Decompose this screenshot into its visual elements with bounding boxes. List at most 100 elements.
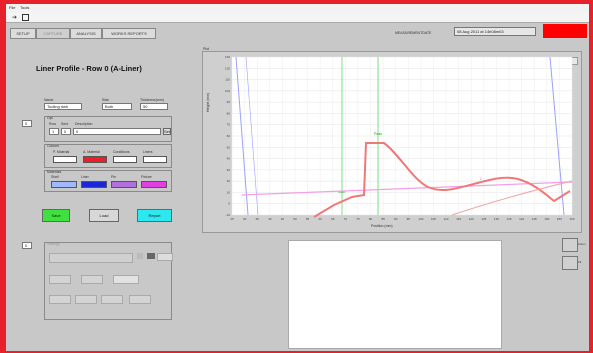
side-label: Side [102,98,110,102]
stop-icon[interactable] [22,14,29,21]
y-tick-label: 130 [225,55,230,59]
settings-field-f[interactable] [101,295,123,304]
x-tick-label: 80 [369,217,373,221]
fixture-colour[interactable] [141,181,167,188]
settings-field-d[interactable] [49,295,71,304]
liners-colour[interactable] [143,156,167,163]
row-sublabel: Row [49,122,57,126]
a-material-colour[interactable] [83,156,107,163]
run-arrow-icon[interactable]: ➔ [12,15,18,21]
liner-sublabel: Liner [81,175,89,179]
load-button[interactable]: Load [89,209,119,222]
y-tick-label: 50 [227,145,231,149]
y-tick-label: 60 [227,134,231,138]
x-tick-label: 60 [318,217,322,221]
liner-profile-title: Liner Profile - Row 0 (A-Liner) [36,64,142,73]
sect-sublabel: Sect [61,122,69,126]
settings-field-e[interactable] [75,295,97,304]
settings-dropdown[interactable] [49,253,133,263]
left-boundary-line [235,56,249,216]
zoom-label: Zoom [578,242,586,246]
p-material-colour[interactable] [53,156,77,163]
report-button[interactable]: Report [137,209,172,222]
settings-index-field[interactable]: 0 [22,242,32,249]
settings-field-b[interactable] [81,275,103,284]
liners-sublabel: Liners [143,150,153,154]
set-button[interactable]: Set [163,128,171,135]
x-tick-label: 50 [293,217,297,221]
shell-sublabel: Shell [51,175,59,179]
settings-led [147,253,155,259]
materials-group-label: Materials [47,170,62,174]
x-tick-label: 70 [344,217,348,221]
save-button[interactable]: Save [42,209,70,222]
conditions-colour[interactable] [113,156,137,163]
tab-setup[interactable]: SETUP [10,28,36,39]
description-field[interactable]: 0 [73,128,161,135]
options-group-label: Opt [47,116,53,120]
x-tick-label: 30 [243,217,247,221]
options-group: Opt Row Sect Description 1 0 0 Set [44,116,172,142]
row-field[interactable]: 1 [49,128,59,135]
sect-field[interactable]: 0 [61,128,71,135]
y-tick-label: -10 [226,213,231,217]
y-tick-label: 20 [227,179,231,183]
shell-colour[interactable] [51,181,77,188]
name-label: Name [44,98,54,102]
measurement-date-field: 08 Aug 2011 at 14h08m03 [454,27,536,36]
y-tick-label: 80 [227,111,231,115]
y-tick-label: 40 [227,157,231,161]
zoom-control[interactable] [562,238,578,252]
y-tick-label: 0 [228,202,230,206]
menu-item-tools[interactable]: Tools [20,5,30,10]
thickness-field[interactable]: 50 [140,103,168,110]
toolbar: ➔ [6,12,589,23]
settings-field-g[interactable] [129,295,151,304]
x-tick-label: 35 [256,217,260,221]
x-tick-label: 145 [532,217,537,221]
row-index-field[interactable]: 0 [22,120,32,127]
tab-analysis[interactable]: ANALYSIS [70,28,102,39]
name-field[interactable]: Tooling dwh [44,103,82,110]
fit-control[interactable] [562,256,578,270]
x-tick-label: 40 [268,217,272,221]
settings-value-field[interactable] [157,253,173,261]
marker-label-start: Start [338,190,345,194]
pin-sublabel: Pin [111,175,117,179]
description-sublabel: Description [75,122,93,126]
p-material-sublabel: P. Material [53,150,70,154]
tab-works-reports[interactable]: WORKS REPORTS [102,28,156,39]
settings-field-a[interactable] [49,275,71,284]
x-tick-label: 110 [444,217,449,221]
x-tick-label: 150 [544,217,549,221]
marker-label-peak: Peak [374,132,382,136]
a-material-sublabel: A. Material [83,150,100,154]
profile-curve [313,142,571,218]
x-tick-label: 55 [306,217,310,221]
y-tick-label: 100 [225,89,230,93]
menu-bar: File Tools [6,4,589,12]
x-axis-label: Position (mm) [371,224,393,228]
x-tick-label: 125 [481,217,486,221]
tab-capture[interactable]: CAPTURE [36,28,70,39]
x-tick-label: 25 [230,217,234,221]
x-tick-label: 65 [331,217,335,221]
settings-group: Settings [44,242,173,320]
fixture-sublabel: Fixture [141,175,152,179]
settings-field-c[interactable] [113,275,139,284]
secondary-curve [451,180,573,216]
x-tick-label: 90 [394,217,398,221]
x-tick-label: 115 [456,217,461,221]
y-tick-label: 70 [227,123,231,127]
menu-item-file[interactable]: File [9,5,16,10]
settings-toggle[interactable] [137,253,143,259]
fit-label: Fit [578,260,582,264]
y-tick-label: 10 [227,190,231,194]
colours-group: Colours P. Material A. Material Conditio… [44,144,172,168]
pin-colour[interactable] [111,181,137,188]
conditions-sublabel: Conditions [113,150,130,154]
side-field[interactable]: Both [102,103,132,110]
measurement-date-label: MEASUREMENTDATE [395,31,432,35]
liner-colour[interactable] [81,181,107,188]
